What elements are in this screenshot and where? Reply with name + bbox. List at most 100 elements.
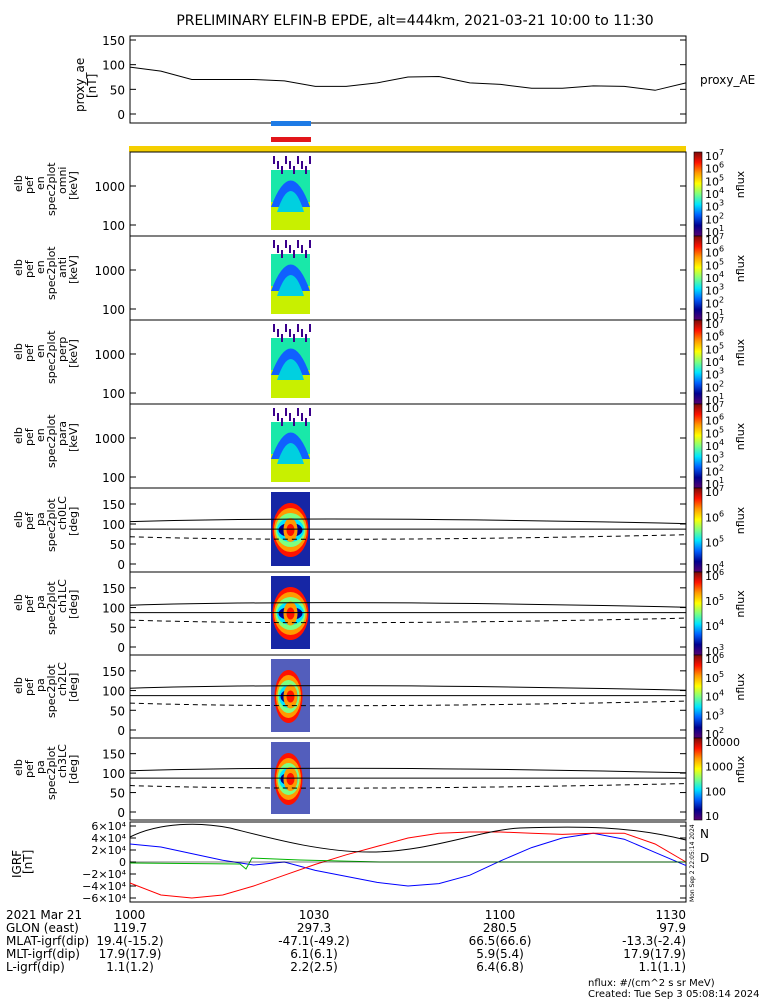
colorbar-tick-label: 105 — [705, 593, 724, 608]
footer-row-value: 1000 — [115, 908, 146, 922]
proxy-tick-label: 50 — [110, 83, 125, 97]
spectrogram-panel-1: 1000100elbpefenspec2plotomni[keV]1071061… — [12, 148, 747, 239]
footer-row-value: 1130 — [655, 908, 686, 922]
panel-ylabel: elbpefpaspec2plotch2LC[deg] — [12, 662, 80, 718]
sunlit-yellow-bar — [129, 146, 686, 152]
igrf-n-line — [129, 832, 687, 887]
colorbar-tick-label: 103 — [705, 367, 724, 382]
colorbar-tick-label: 103 — [705, 707, 724, 722]
colorbar-tick-label: 1000 — [705, 761, 733, 774]
panel-ylabel: elbpefpaspec2plotch0LC[deg] — [12, 496, 80, 552]
footer-row-value: 97.9 — [659, 921, 686, 935]
loss-cone-lower-line — [129, 534, 687, 540]
footer-row-value: 6.1(6.1) — [290, 947, 338, 961]
igrf-tick-label: −2×10⁴ — [82, 868, 126, 881]
colorbar-tick-label: 103 — [705, 199, 724, 214]
colorbar-label: nflux — [734, 170, 747, 198]
colorbar-tick-label: 101 — [705, 476, 724, 491]
panel-tick-label: 100 — [102, 387, 125, 401]
panel-tick-label: 100 — [102, 602, 125, 616]
colorbar-tick-label: 106 — [705, 161, 724, 176]
colorbar-tick-label: 106 — [705, 568, 724, 583]
footer-row-value: 119.7 — [113, 921, 147, 935]
footer-row-value: 1030 — [299, 908, 330, 922]
footer-row-value: 1100 — [485, 908, 516, 922]
colorbar-tick-label: 107 — [705, 316, 724, 331]
colorbar-tick-label: 101 — [705, 224, 724, 239]
panel-tick-label: 50 — [110, 621, 125, 635]
igrf-tick-label: 0 — [119, 856, 126, 869]
spectrogram-data — [271, 324, 311, 398]
colorbar — [693, 151, 703, 237]
colorbar-label: nflux — [734, 254, 747, 282]
footer-table: 2021 Mar 21 1000 1030 1100 1130 GLON (east) 11… — [6, 908, 686, 974]
igrf-tick-label: 4×10⁴ — [91, 832, 126, 845]
igrf-d-line — [129, 831, 687, 899]
footer-row-label: GLON (east) — [6, 921, 79, 935]
colorbar-tick-label: 104 — [705, 689, 724, 704]
footer-row-value: 66.5(66.6) — [469, 934, 532, 948]
colorbar-tick-label: 105 — [705, 670, 724, 685]
panel-frame — [129, 487, 687, 573]
colorbar-tick-label: 104 — [705, 354, 724, 369]
igrf-z-line — [129, 857, 686, 870]
spectrogram-data — [271, 408, 311, 482]
units-note: nflux: #/(cm^2 s sr MeV) — [588, 978, 715, 989]
panel-tick-label: 100 — [102, 685, 125, 699]
colorbar-tick-label: 102 — [705, 211, 724, 226]
footer-row-value: 17.9(17.9) — [623, 947, 686, 961]
colorbar-label: nflux — [734, 673, 747, 701]
panel-tick-label: 150 — [102, 665, 125, 679]
plot-title: PRELIMINARY ELFIN-B EPDE, alt=444km, 202… — [176, 13, 653, 29]
colorbar-tick-label: 106 — [705, 329, 724, 344]
colorbar-label: nflux — [734, 422, 747, 450]
panel-ylabel: elbpefpaspec2plotch3LC[deg] — [12, 744, 80, 800]
panel-tick-label: 100 — [102, 303, 125, 317]
panel-ylabel: elbpefenspec2plotomni[keV] — [12, 162, 80, 216]
colorbar-tick-label: 103 — [705, 283, 724, 298]
panel-tick-label: 100 — [102, 219, 125, 233]
footer-row-value: 280.5 — [483, 921, 517, 935]
footer-row-value: 297.3 — [297, 921, 331, 935]
loss-cone-upper-line — [129, 767, 687, 774]
colorbar-tick-label: 106 — [705, 651, 724, 666]
igrf-tick-label: −6×10⁴ — [82, 892, 126, 905]
panel-ylabel: elbpefenspec2plotanti[keV] — [12, 246, 80, 300]
colorbar-tick-label: 107 — [705, 400, 724, 415]
igrf-legend-d: D — [700, 851, 709, 865]
loss-cone-upper-line — [129, 685, 687, 691]
footer-row-value: 19.4(-15.2) — [96, 934, 163, 948]
colorbar-label: nflux — [734, 590, 747, 618]
colorbar-tick-label: 107 — [705, 232, 724, 247]
colorbar-tick-label: 104 — [705, 270, 724, 285]
colorbar-tick-label: 102 — [705, 295, 724, 310]
panel-tick-label: 100 — [102, 767, 125, 781]
loss-cone-lower-line — [129, 617, 687, 624]
colorbar-tick-label: 107 — [705, 148, 724, 163]
panel-tick-label: 1000 — [94, 432, 125, 446]
panel-tick-label: 50 — [110, 787, 125, 801]
panel-tick-label: 1000 — [94, 264, 125, 278]
igrf-legend-n: N — [700, 827, 709, 841]
colorbar-tick-label: 106 — [705, 413, 724, 428]
colorbar-label: nflux — [734, 338, 747, 366]
panel-ylabel: elbpefenspec2plotperp[keV] — [12, 330, 80, 384]
panel-ylabel: elbpefenspec2plotpara[keV] — [12, 414, 80, 468]
colorbar — [693, 235, 703, 321]
colorbar — [693, 571, 703, 656]
igrf-side-stamp: Mon Sep 2 22:05:14 2024 — [689, 824, 696, 902]
spectrogram-panel-5: 150 100 50 0 elbpefpaspec2plotch0LC[deg] 107 1… — [12, 484, 747, 575]
panel-tick-label: 0 — [117, 806, 125, 820]
footer-row-value: 5.9(5.4) — [476, 947, 524, 961]
colorbar-tick-label: 102 — [705, 726, 724, 741]
colorbar-tick-label: 101 — [705, 392, 724, 407]
colorbar-tick-label: 101 — [705, 308, 724, 323]
loss-cone-lower-line — [129, 700, 687, 707]
panel-frame — [129, 319, 687, 405]
spectrogram-panel-4: 1000100elbpefenspec2plotpara[keV]1071061… — [12, 400, 747, 491]
panel-tick-label: 0 — [117, 641, 125, 655]
spectrogram-panel-6: 150 100 50 0 elbpefpaspec2plotch1LC[deg] 106 1… — [12, 568, 747, 658]
colorbar — [693, 403, 703, 489]
proxy-ae-ylabel: proxy_ae [nT] — [73, 54, 99, 112]
science-zone-blue-bar — [271, 121, 311, 126]
